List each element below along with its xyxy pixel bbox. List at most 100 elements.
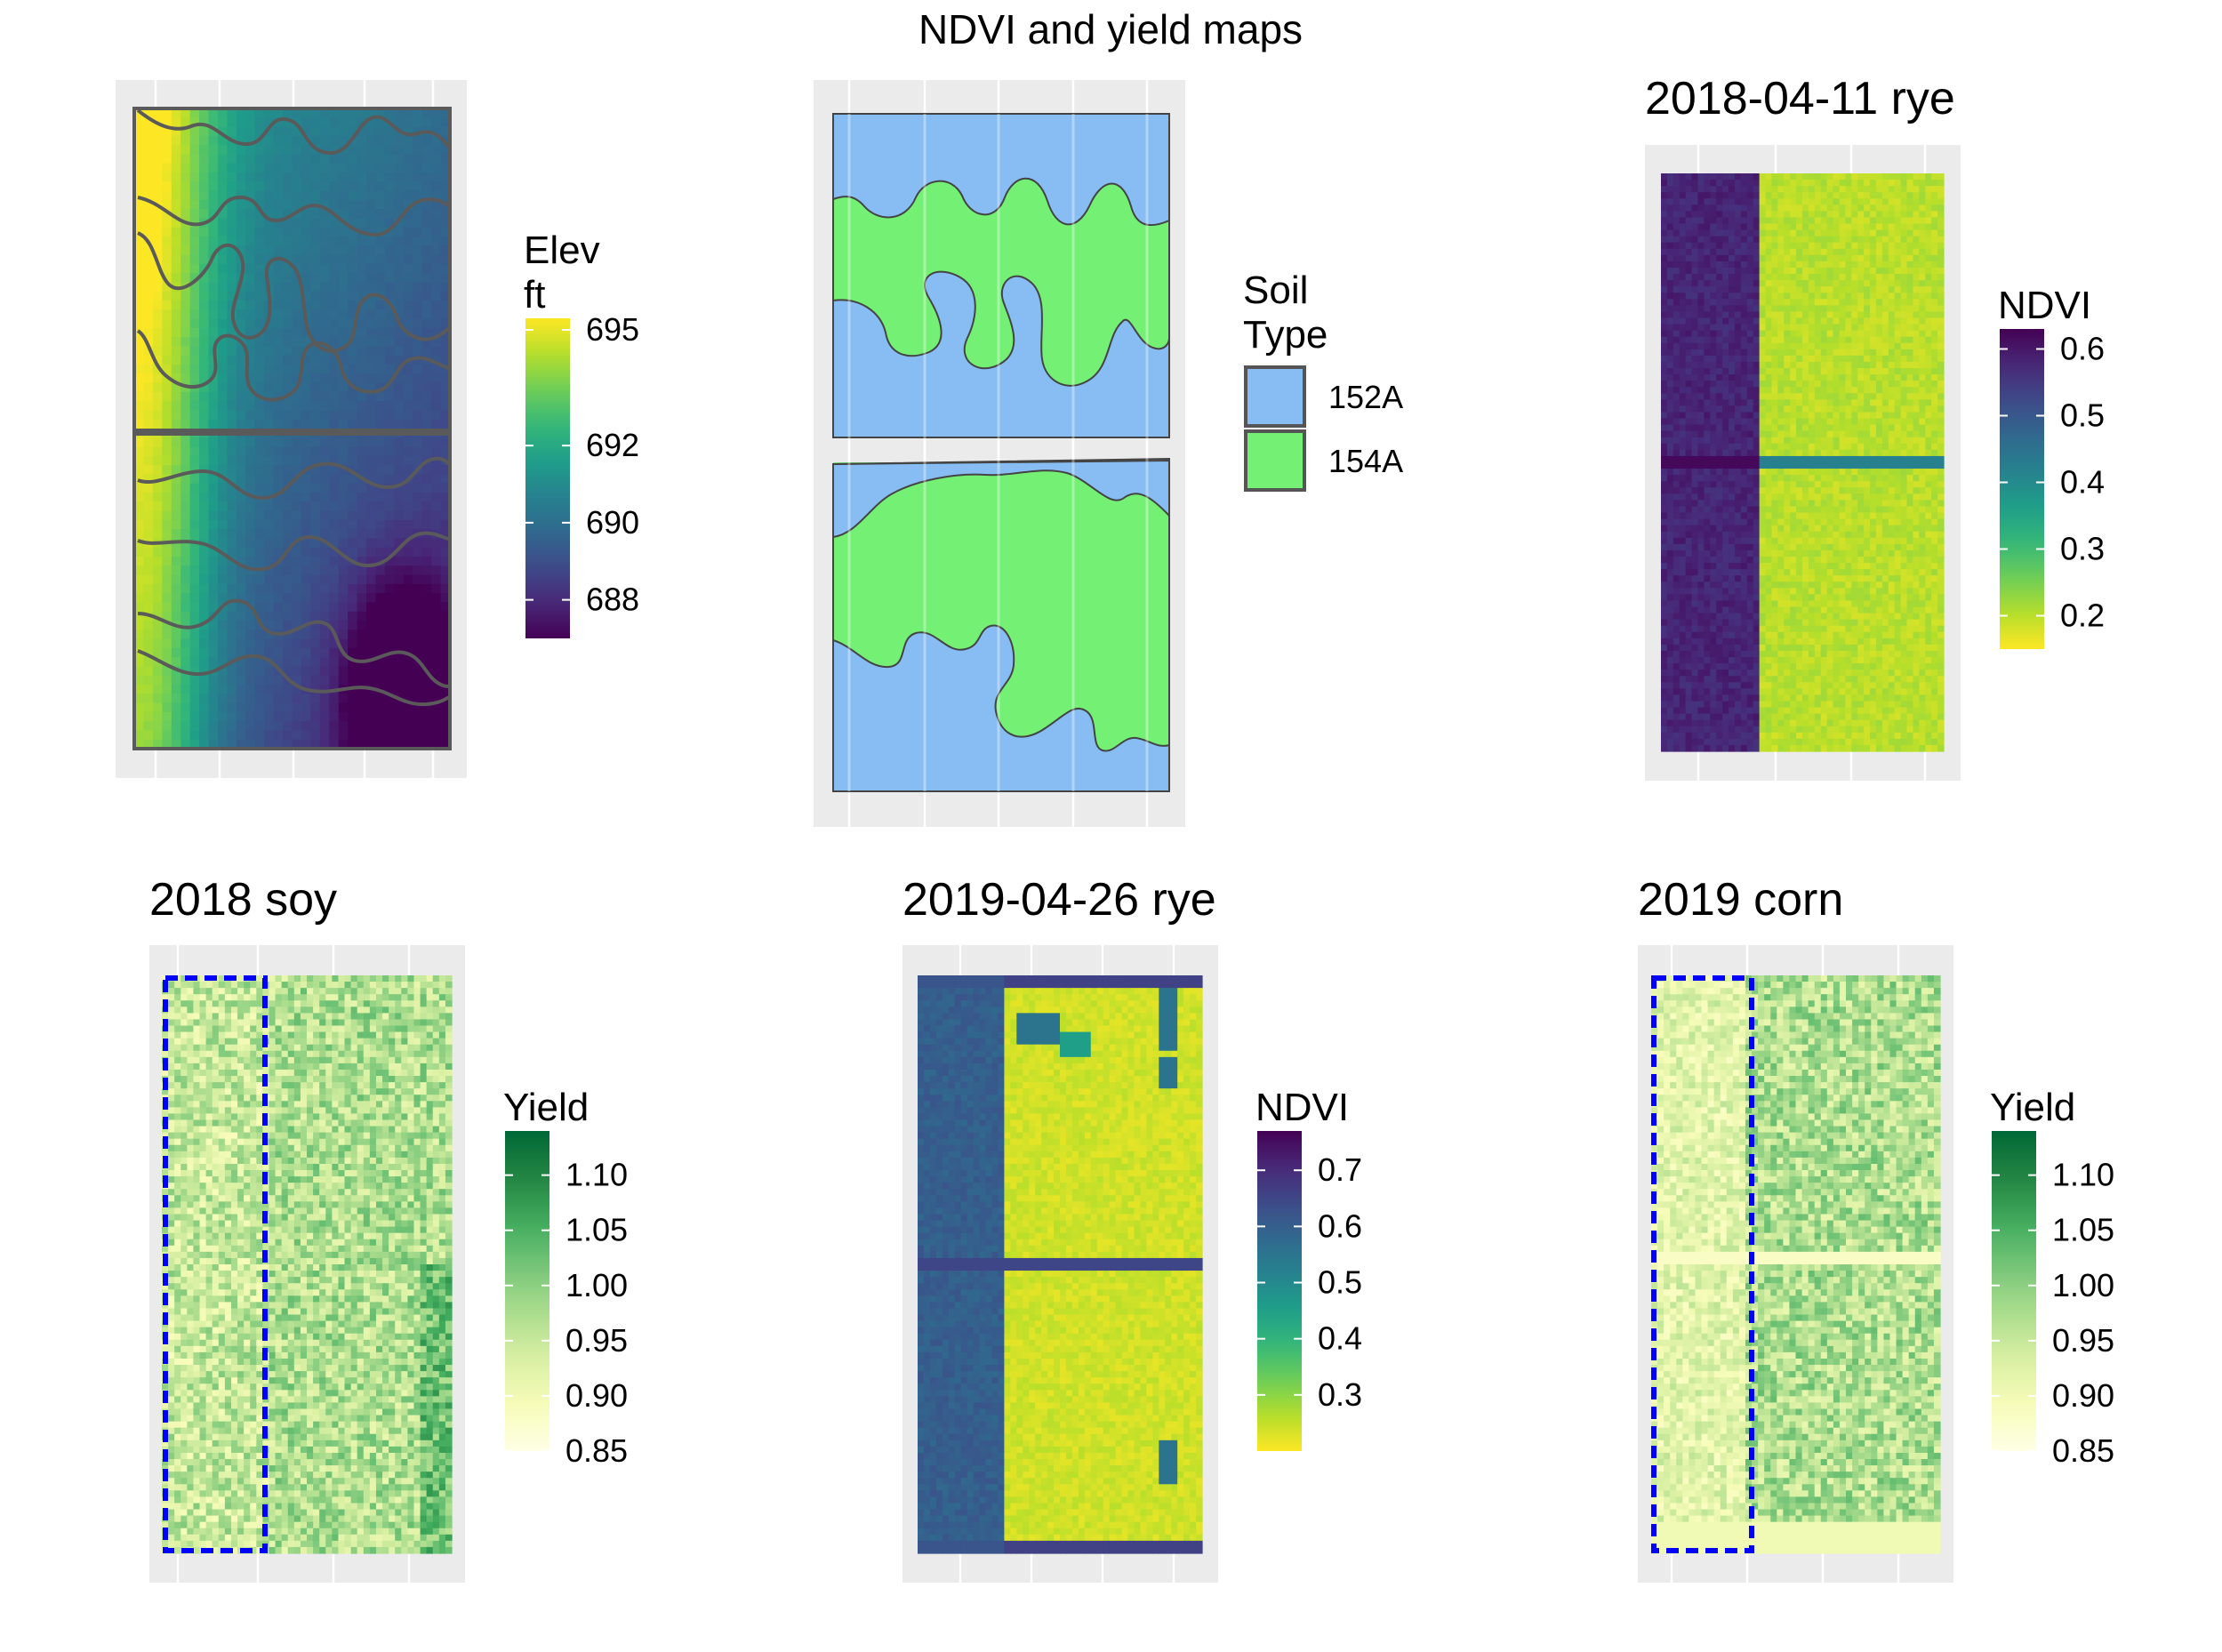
heat-cell (255, 666, 265, 676)
heat-cell (1760, 444, 1767, 451)
heat-cell (1771, 318, 1778, 325)
heat-cell (283, 685, 293, 694)
heat-cell (1919, 343, 1926, 350)
heat-cell (1790, 192, 1797, 199)
heat-cell (172, 657, 181, 667)
heat-cell (1796, 299, 1803, 306)
heat-cell (1673, 198, 1681, 205)
heat-cell (1722, 337, 1729, 344)
heat-cell (1895, 381, 1902, 388)
heat-cell (1876, 173, 1883, 180)
heat-cell (245, 575, 255, 585)
heat-cell (422, 575, 432, 585)
heat-cell (404, 721, 413, 731)
heat-cell (1722, 506, 1729, 513)
heat-cell (404, 484, 413, 493)
heat-cell (375, 237, 385, 246)
heat-cell (1895, 237, 1902, 244)
heat-cell (1919, 224, 1926, 231)
heat-cell (413, 181, 422, 191)
heat-cell (1704, 217, 1711, 224)
heat-cell (1809, 481, 1816, 488)
heat-cell (237, 456, 246, 466)
heat-cell (227, 154, 237, 164)
heat-cell (348, 164, 357, 173)
heat-cell (1857, 261, 1865, 269)
heat-cell (1802, 368, 1809, 375)
heat-cell (1907, 450, 1914, 457)
heat-cell (385, 164, 395, 173)
heat-cell (1925, 431, 1932, 438)
heat-cell (404, 172, 413, 182)
heat-cell (1661, 399, 1668, 406)
heat-cell (1931, 343, 1938, 350)
heat-cell (1839, 419, 1846, 426)
heat-cell (1802, 249, 1809, 256)
heat-cell (1919, 487, 1926, 494)
heat-cell (227, 456, 237, 466)
heat-cell (1661, 387, 1668, 394)
heat-cell (1741, 261, 1748, 269)
heat-cell (255, 529, 265, 539)
heat-cell (1697, 500, 1705, 507)
heat-cell (366, 309, 376, 319)
heat-cell (237, 200, 246, 210)
heat-cell (366, 538, 376, 548)
heat-cell (1857, 412, 1865, 419)
heat-cell (375, 584, 385, 594)
heat-cell (1931, 500, 1938, 507)
heat-cell (329, 520, 339, 530)
heat-cell (1845, 192, 1852, 199)
heat-cell (339, 328, 349, 338)
heat-cell (1753, 337, 1761, 344)
heat-cell (431, 154, 441, 164)
heat-cell (339, 529, 349, 539)
heat-cell (413, 245, 422, 255)
heat-cell (404, 575, 413, 585)
heat-cell (218, 565, 228, 575)
heat-cell (1673, 237, 1681, 244)
heat-cell (375, 456, 385, 466)
heat-cell (366, 648, 376, 658)
heat-cell (209, 565, 219, 575)
heat-cell (385, 356, 395, 365)
heat-cell (357, 694, 367, 703)
heat-cell (1729, 305, 1736, 312)
heat-cell (1876, 305, 1883, 312)
heat-cell (357, 721, 367, 731)
heat-cell (237, 447, 246, 457)
heat-cell (293, 584, 302, 594)
heat-cell (1895, 305, 1902, 312)
heat-cell (1667, 243, 1674, 250)
heat-cell (1766, 299, 1773, 306)
heat-cell (301, 593, 311, 603)
heat-cell (1937, 356, 1945, 363)
heat-cell (1895, 475, 1902, 482)
heat-cell (1686, 368, 1693, 375)
heat-cell (366, 218, 376, 228)
heat-cell (190, 373, 200, 383)
heat-cell (283, 529, 293, 539)
heat-cell (348, 292, 357, 301)
heat-cell (1760, 293, 1767, 300)
heat-cell (329, 282, 339, 292)
heat-cell (283, 356, 293, 365)
heat-cell (293, 712, 302, 722)
heat-cell (394, 584, 404, 594)
heat-cell (1716, 204, 1723, 212)
heat-cell (153, 685, 163, 694)
heat-cell (1661, 224, 1668, 231)
heat-cell (1790, 368, 1797, 375)
heat-cell (162, 319, 172, 329)
heat-cell (431, 383, 441, 393)
heat-cell (422, 621, 432, 630)
heat-cell (431, 621, 441, 630)
heat-cell (1870, 230, 1877, 237)
heat-cell (209, 493, 219, 502)
heat-cell (329, 328, 339, 338)
heat-cell (1777, 444, 1785, 451)
heat-cell (1697, 286, 1705, 293)
heat-cell (1784, 186, 1791, 193)
heat-cell (357, 245, 367, 255)
heat-cell (1815, 337, 1822, 344)
